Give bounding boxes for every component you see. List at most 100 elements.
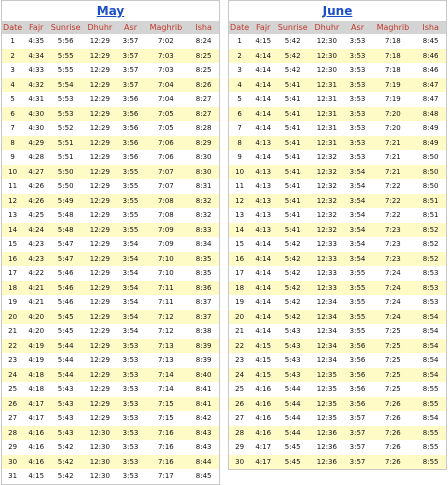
cell-sunrise: 5:51: [49, 150, 83, 165]
cell-sunrise: 5:42: [276, 251, 310, 266]
table-row: 6 4:30 5:53 12:29 3:56 7:05 8:27: [2, 106, 219, 121]
cell-asr: 3:57: [344, 454, 371, 469]
cell-sunrise: 5:43: [49, 382, 83, 397]
cell-fajr: 4:14: [250, 92, 277, 107]
cell-date: 30: [2, 454, 24, 469]
cell-date: 6: [2, 106, 24, 121]
cell-maghrib: 7:07: [143, 179, 189, 194]
cell-isha: 8:36: [188, 280, 219, 295]
cell-maghrib: 7:24: [370, 309, 416, 324]
cell-asr: 3:55: [344, 309, 371, 324]
cell-fajr: 4:18: [23, 382, 50, 397]
table-row: 19 4:21 5:46 12:29 3:54 7:11 8:37: [2, 295, 219, 310]
cell-sunrise: 5:42: [49, 454, 83, 469]
cell-fajr: 4:22: [23, 266, 50, 281]
cell-dhuhr: 12:29: [82, 295, 118, 310]
cell-date: 29: [229, 440, 251, 455]
cell-sunrise: 5:53: [49, 106, 83, 121]
cell-date: 4: [2, 77, 24, 92]
june-month-link[interactable]: June: [322, 4, 353, 18]
cell-sunrise: 5:45: [276, 454, 310, 469]
cell-isha: 8:40: [188, 367, 219, 382]
table-row: 24 4:18 5:44 12:29 3:53 7:14 8:40: [2, 367, 219, 382]
cell-fajr: 4:15: [250, 338, 277, 353]
cell-maghrib: 7:25: [370, 382, 416, 397]
cell-dhuhr: 12:35: [309, 411, 345, 426]
cell-asr: 3:53: [117, 353, 144, 368]
cell-asr: 3:53: [117, 367, 144, 382]
may-header-row: Date Fajr Sunrise Dhuhr Asr Maghrib Isha: [2, 21, 219, 34]
cell-isha: 8:52: [415, 222, 446, 237]
cell-sunrise: 5:43: [276, 367, 310, 382]
cell-sunrise: 5:44: [276, 411, 310, 426]
cell-asr: 3:56: [344, 382, 371, 397]
cell-isha: 8:31: [188, 179, 219, 194]
june-header-row: Date Fajr Sunrise Dhuhr Asr Maghrib Isha: [229, 21, 446, 34]
cell-maghrib: 7:04: [143, 77, 189, 92]
cell-sunrise: 5:42: [276, 34, 310, 49]
cell-isha: 8:27: [188, 106, 219, 121]
cell-fajr: 4:14: [250, 77, 277, 92]
col-header-maghrib: Maghrib: [143, 21, 189, 34]
cell-asr: 3:53: [344, 121, 371, 136]
cell-date: 7: [229, 121, 251, 136]
cell-maghrib: 7:21: [370, 164, 416, 179]
cell-maghrib: 7:12: [143, 324, 189, 339]
cell-date: 12: [2, 193, 24, 208]
cell-maghrib: 7:23: [370, 222, 416, 237]
table-row: 4 4:14 5:41 12:31 3:53 7:19 8:47: [229, 77, 446, 92]
cell-fajr: 4:23: [23, 251, 50, 266]
col-header-maghrib: Maghrib: [370, 21, 416, 34]
cell-maghrib: 7:07: [143, 164, 189, 179]
col-header-dhuhr: Dhuhr: [82, 21, 118, 34]
may-month-link[interactable]: May: [96, 4, 125, 18]
cell-fajr: 4:14: [250, 121, 277, 136]
cell-sunrise: 5:41: [276, 179, 310, 194]
cell-fajr: 4:14: [250, 251, 277, 266]
cell-fajr: 4:17: [250, 454, 277, 469]
cell-sunrise: 5:42: [276, 237, 310, 252]
cell-dhuhr: 12:29: [82, 63, 118, 78]
cell-maghrib: 7:10: [143, 266, 189, 281]
cell-sunrise: 5:46: [49, 266, 83, 281]
cell-sunrise: 5:42: [276, 309, 310, 324]
cell-date: 20: [229, 309, 251, 324]
cell-dhuhr: 12:31: [309, 92, 345, 107]
cell-dhuhr: 12:30: [309, 63, 345, 78]
cell-fajr: 4:35: [23, 34, 50, 49]
table-row: 20 4:14 5:42 12:34 3:55 7:24 8:54: [229, 309, 446, 324]
cell-sunrise: 5:41: [276, 77, 310, 92]
cell-dhuhr: 12:30: [309, 34, 345, 49]
table-row: 26 4:17 5:43 12:29 3:53 7:15 8:41: [2, 396, 219, 411]
table-row: 20 4:20 5:45 12:29 3:54 7:12 8:37: [2, 309, 219, 324]
cell-asr: 3:55: [117, 222, 144, 237]
cell-sunrise: 5:55: [49, 48, 83, 63]
cell-dhuhr: 12:34: [309, 353, 345, 368]
table-row: 11 4:26 5:50 12:29 3:55 7:07 8:31: [2, 179, 219, 194]
cell-dhuhr: 12:29: [82, 164, 118, 179]
cell-dhuhr: 12:29: [82, 266, 118, 281]
cell-sunrise: 5:43: [276, 324, 310, 339]
cell-maghrib: 7:11: [143, 295, 189, 310]
cell-dhuhr: 12:33: [309, 237, 345, 252]
cell-sunrise: 5:52: [49, 121, 83, 136]
cell-sunrise: 5:42: [276, 266, 310, 281]
cell-dhuhr: 12:29: [82, 367, 118, 382]
cell-date: 9: [2, 150, 24, 165]
cell-date: 27: [2, 411, 24, 426]
table-row: 22 4:19 5:44 12:29 3:53 7:13 8:39: [2, 338, 219, 353]
cell-fajr: 4:13: [250, 179, 277, 194]
cell-maghrib: 7:20: [370, 121, 416, 136]
cell-sunrise: 5:46: [49, 295, 83, 310]
cell-isha: 8:54: [415, 324, 446, 339]
table-row: 8 4:29 5:51 12:29 3:56 7:06 8:29: [2, 135, 219, 150]
table-row: 17 4:14 5:42 12:33 3:55 7:24 8:53: [229, 266, 446, 281]
cell-date: 2: [2, 48, 24, 63]
table-row: 16 4:23 5:47 12:29 3:54 7:10 8:35: [2, 251, 219, 266]
cell-asr: 3:56: [117, 135, 144, 150]
cell-isha: 8:35: [188, 266, 219, 281]
table-row: 18 4:14 5:42 12:33 3:55 7:24 8:53: [229, 280, 446, 295]
cell-fajr: 4:16: [23, 454, 50, 469]
cell-isha: 8:53: [415, 266, 446, 281]
cell-dhuhr: 12:29: [82, 193, 118, 208]
